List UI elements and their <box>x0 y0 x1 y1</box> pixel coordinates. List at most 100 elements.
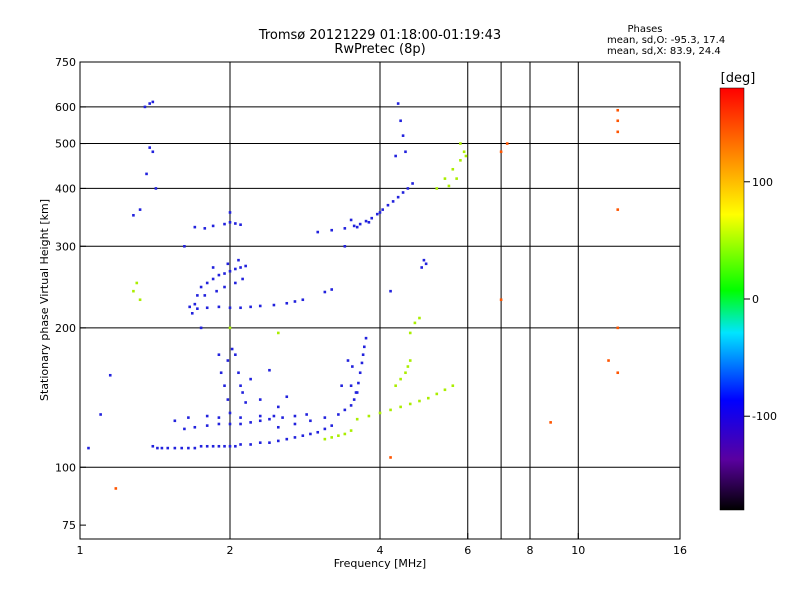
data-point <box>228 211 232 214</box>
data-point <box>343 408 347 412</box>
x-tick-label: 10 <box>571 544 585 557</box>
data-point <box>401 134 405 137</box>
data-point <box>505 142 509 145</box>
data-point <box>193 425 197 429</box>
x-tick-label: 4 <box>377 544 384 557</box>
data-point <box>272 303 276 307</box>
data-point <box>135 281 139 285</box>
data-point <box>234 281 237 285</box>
data-point <box>293 422 297 426</box>
colorbar-label: [deg] <box>721 71 756 86</box>
data-point <box>223 384 226 388</box>
data-point <box>406 187 410 190</box>
data-point <box>226 262 230 266</box>
data-point <box>406 365 410 368</box>
data-point <box>451 167 455 171</box>
data-point <box>193 302 197 306</box>
data-point <box>228 422 232 426</box>
data-point <box>323 427 327 431</box>
data-point <box>378 211 382 214</box>
data-point <box>358 222 362 226</box>
data-point <box>323 290 327 294</box>
data-points <box>87 100 620 490</box>
data-point <box>173 446 177 450</box>
data-point <box>411 182 414 185</box>
data-point <box>396 102 400 105</box>
data-point <box>258 398 262 401</box>
data-point <box>349 429 353 432</box>
data-point <box>239 384 242 388</box>
x-tick-label: 6 <box>464 544 471 557</box>
data-point <box>249 377 252 381</box>
data-point <box>237 371 240 375</box>
data-point <box>499 150 503 154</box>
data-point <box>173 419 177 423</box>
data-point <box>151 444 155 448</box>
data-point <box>219 371 223 375</box>
data-point <box>211 266 215 269</box>
data-point <box>276 405 280 409</box>
data-point <box>223 272 226 275</box>
data-point <box>408 359 412 362</box>
data-point <box>148 102 152 105</box>
data-point <box>549 421 552 424</box>
data-point <box>228 411 232 415</box>
data-point <box>239 306 242 310</box>
x-tick-label: 2 <box>227 544 234 557</box>
data-point <box>422 258 426 262</box>
data-point <box>464 154 468 158</box>
data-point <box>408 331 412 335</box>
data-point <box>316 230 320 234</box>
data-point <box>156 446 159 450</box>
data-point <box>226 398 230 401</box>
data-point <box>132 213 135 217</box>
data-point <box>370 216 374 220</box>
data-point <box>389 456 392 459</box>
data-point <box>228 326 232 330</box>
data-point <box>360 361 364 365</box>
data-point <box>340 384 343 388</box>
data-point <box>305 413 308 416</box>
data-point <box>301 298 305 302</box>
data-point <box>364 336 368 340</box>
data-point <box>205 444 209 448</box>
data-point <box>443 177 447 180</box>
data-point <box>217 416 221 419</box>
data-point <box>426 396 430 400</box>
data-point <box>226 359 230 362</box>
data-point <box>309 419 312 423</box>
data-point <box>355 225 359 229</box>
data-point <box>199 285 203 289</box>
data-point <box>394 154 397 158</box>
data-point <box>447 184 451 188</box>
phases-o-line: mean, sd,O: -95.3, 17.4 <box>607 35 725 46</box>
data-point <box>138 208 142 211</box>
data-point <box>187 446 190 450</box>
data-point <box>309 432 312 436</box>
x-tick-label: 16 <box>673 544 687 557</box>
data-point <box>301 434 305 437</box>
data-point <box>399 405 402 409</box>
data-point <box>355 417 359 421</box>
colorbar-ticks: 100 0 -100 <box>744 176 777 423</box>
x-tick-label: 1 <box>77 544 84 557</box>
data-point <box>351 365 354 368</box>
data-point <box>394 384 397 388</box>
y-tick-label: 750 <box>55 56 76 69</box>
data-point <box>143 105 147 109</box>
axis-ticks: 1 2 4 6 8 10 16 75 100 200 300 400 500 600 750 <box>55 56 687 557</box>
data-point <box>196 307 199 310</box>
data-point <box>349 384 353 388</box>
colorbar-tick-label: 0 <box>752 293 759 306</box>
data-point <box>285 395 289 399</box>
data-point <box>420 266 423 269</box>
data-point <box>459 142 462 145</box>
data-point <box>343 244 347 248</box>
data-point <box>114 487 118 490</box>
data-point <box>462 150 466 154</box>
x-axis-label: Frequency [MHz] <box>334 557 426 570</box>
data-point <box>230 347 234 351</box>
data-point <box>228 306 232 310</box>
data-point <box>205 281 209 285</box>
data-point <box>223 444 226 448</box>
